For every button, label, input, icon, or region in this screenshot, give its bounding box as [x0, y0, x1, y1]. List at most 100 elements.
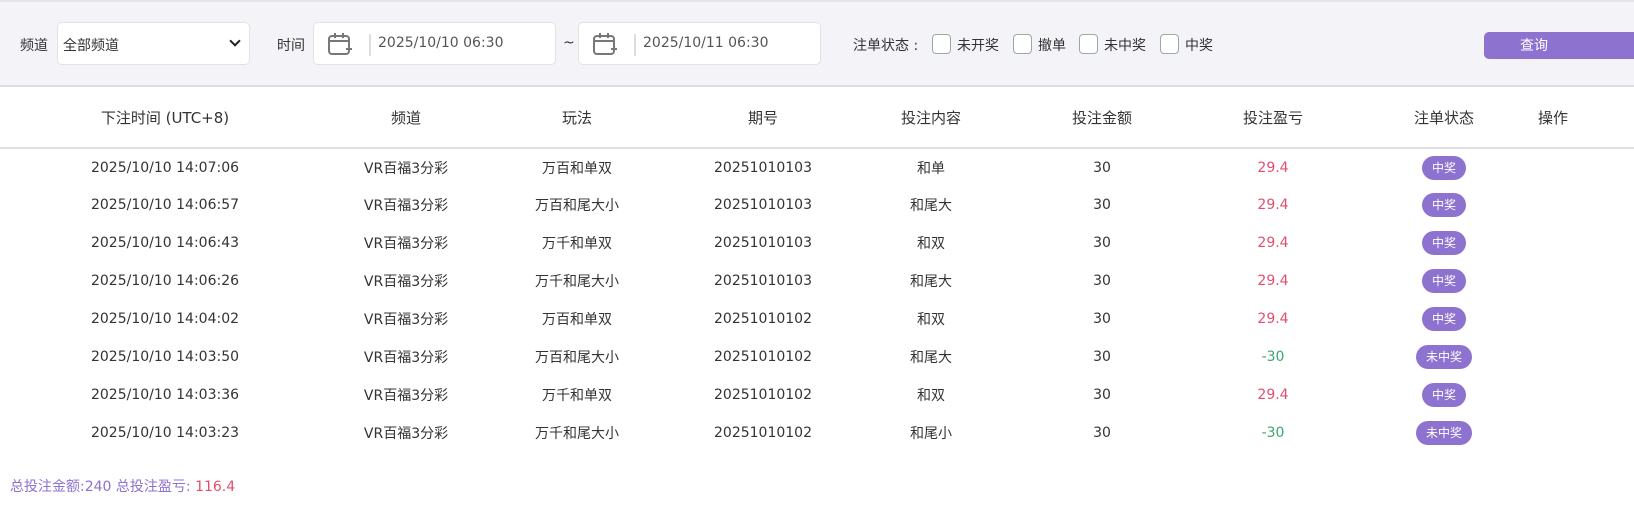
cell-issue: 20251010102: [714, 311, 812, 327]
cell-channel: VR百福3分彩: [363, 350, 449, 366]
cell-actions: [1538, 186, 1634, 224]
status-option-label: 中奖: [1185, 38, 1213, 54]
table-row: 2025/10/10 14:07:06 VR百福3分彩 万百和单双 202510101…: [0, 148, 1634, 186]
range-separator: ~: [563, 35, 575, 51]
cell-status: 中奖: [1350, 376, 1538, 414]
status-badge: 中奖: [1421, 383, 1466, 407]
cell-channel: VR百福3分彩: [363, 236, 449, 252]
status-badge: 未中奖: [1415, 345, 1472, 369]
column-header: 注单状态: [1350, 87, 1538, 149]
cell-actions: [1538, 414, 1634, 452]
cell-status: 未中奖: [1350, 414, 1538, 452]
cell-content: 和尾大: [910, 198, 952, 214]
time-label: 时间: [277, 38, 305, 54]
cell-content: 和尾大: [910, 350, 952, 366]
status-badge: 中奖: [1421, 307, 1466, 331]
cell-content: 和尾大: [910, 274, 952, 290]
checkbox-cancelled[interactable]: [1013, 34, 1032, 54]
checkbox-won[interactable]: [1160, 34, 1179, 54]
status-badge: 中奖: [1421, 231, 1466, 255]
cell-time: 2025/10/10 14:03:23: [90, 425, 240, 441]
checkbox-not-drawn[interactable]: [932, 34, 951, 54]
end-date-input[interactable]: 2025/10/11 06:30: [578, 22, 821, 65]
status-option-label: 未中奖: [1104, 38, 1146, 54]
table-row: 2025/10/10 14:06:26 VR百福3分彩 万千和尾大小 20251010…: [0, 262, 1634, 300]
calendar-icon: [328, 33, 352, 55]
cell-play: 万百和单双: [542, 312, 612, 328]
cell-amount: 30: [1093, 159, 1111, 176]
column-header: 投注盈亏: [1196, 87, 1350, 149]
cell-content: 和尾小: [910, 426, 952, 442]
cell-play: 万百和尾大小: [535, 350, 619, 366]
column-header: 投注内容: [854, 87, 1008, 149]
table-row: 2025/10/10 14:06:43 VR百福3分彩 万千和单双 202510101…: [0, 224, 1634, 262]
cell-status: 中奖: [1350, 148, 1538, 186]
cell-issue: 20251010103: [714, 159, 812, 176]
total-profit: 116.4: [195, 479, 236, 495]
status-badge: 未中奖: [1415, 421, 1472, 445]
table-row: 2025/10/10 14:06:57 VR百福3分彩 万百和尾大小 20251010…: [0, 186, 1634, 224]
cell-time: 2025/10/10 14:07:06: [90, 159, 240, 176]
total-amount-label: 总投注金额:: [10, 479, 85, 495]
cell-issue: 20251010102: [714, 349, 812, 365]
cell-channel: VR百福3分彩: [363, 426, 449, 442]
cell-time: 2025/10/10 14:06:26: [90, 273, 240, 289]
status-option-label: 撤单: [1038, 38, 1066, 54]
column-header: 下注时间 (UTC+8): [0, 87, 330, 149]
bets-table: 下注时间 (UTC+8) 频道 玩法 期号 投注内容 投注金额 投注盈亏 注单状态 操作 202…: [0, 87, 1634, 452]
cell-time: 2025/10/10 14:04:02: [90, 311, 240, 327]
summary: 总投注金额:240 总投注盈亏: 116.4: [10, 476, 235, 496]
cell-profit: 29.4: [1257, 159, 1289, 176]
cell-time: 2025/10/10 14:03:36: [90, 387, 240, 403]
total-amount: 240: [84, 479, 112, 495]
cell-time: 2025/10/10 14:06:43: [90, 235, 240, 251]
cell-amount: 30: [1093, 349, 1111, 365]
column-header: 投注金额: [1008, 87, 1196, 149]
status-badge: 中奖: [1421, 155, 1466, 180]
cell-play: 万百和单双: [542, 160, 612, 177]
cell-play: 万千和尾大小: [535, 274, 619, 290]
chevron-down-icon: [229, 35, 241, 47]
cell-profit: 29.4: [1257, 235, 1289, 251]
table-row: 2025/10/10 14:04:02 VR百福3分彩 万百和单双 202510101…: [0, 300, 1634, 338]
filter-bar: 频道 全部频道 时间 2025/10/10 06:30 ~ 2025/10/11…: [0, 0, 1634, 87]
total-profit-label: 总投注盈亏:: [115, 479, 191, 495]
channel-select[interactable]: 全部频道: [57, 22, 250, 65]
cell-amount: 30: [1093, 235, 1111, 251]
cell-issue: 20251010103: [714, 273, 812, 289]
cell-play: 万百和尾大小: [535, 198, 619, 214]
status-label: 注单状态 :: [853, 38, 919, 54]
cell-time: 2025/10/10 14:06:57: [90, 197, 240, 213]
cell-play: 万千和单双: [542, 236, 612, 252]
cell-issue: 20251010103: [714, 197, 812, 213]
cell-channel: VR百福3分彩: [363, 198, 449, 214]
column-header: 玩法: [482, 87, 672, 149]
cell-profit: -30: [1261, 349, 1285, 365]
status-option-label: 未开奖: [957, 38, 999, 54]
cell-content: 和双: [917, 312, 945, 328]
column-header: 频道: [330, 87, 482, 149]
start-date-input[interactable]: 2025/10/10 06:30: [313, 22, 556, 65]
cell-issue: 20251010102: [714, 425, 812, 441]
column-header: 操作: [1538, 87, 1634, 149]
cell-channel: VR百福3分彩: [363, 312, 449, 328]
cell-issue: 20251010103: [714, 235, 812, 251]
channel-label: 频道: [20, 38, 48, 54]
cell-status: 中奖: [1350, 224, 1538, 262]
cell-amount: 30: [1093, 425, 1111, 441]
checkbox-lost[interactable]: [1079, 34, 1098, 54]
cell-status: 中奖: [1350, 186, 1538, 224]
cell-content: 和双: [917, 388, 945, 404]
status-badge: 中奖: [1421, 269, 1466, 293]
table-row: 2025/10/10 14:03:36 VR百福3分彩 万千和单双 202510101…: [0, 376, 1634, 414]
cell-actions: [1538, 224, 1634, 262]
cell-profit: 29.4: [1257, 197, 1289, 213]
start-date-value: 2025/10/10 06:30: [378, 35, 504, 51]
cell-play: 万千和单双: [542, 388, 612, 404]
cell-status: 未中奖: [1350, 338, 1538, 376]
query-button[interactable]: 查询: [1484, 32, 1634, 59]
cell-issue: 20251010102: [714, 387, 812, 403]
cell-amount: 30: [1093, 197, 1111, 213]
calendar-icon: [593, 33, 617, 55]
cell-profit: 29.4: [1257, 273, 1289, 289]
